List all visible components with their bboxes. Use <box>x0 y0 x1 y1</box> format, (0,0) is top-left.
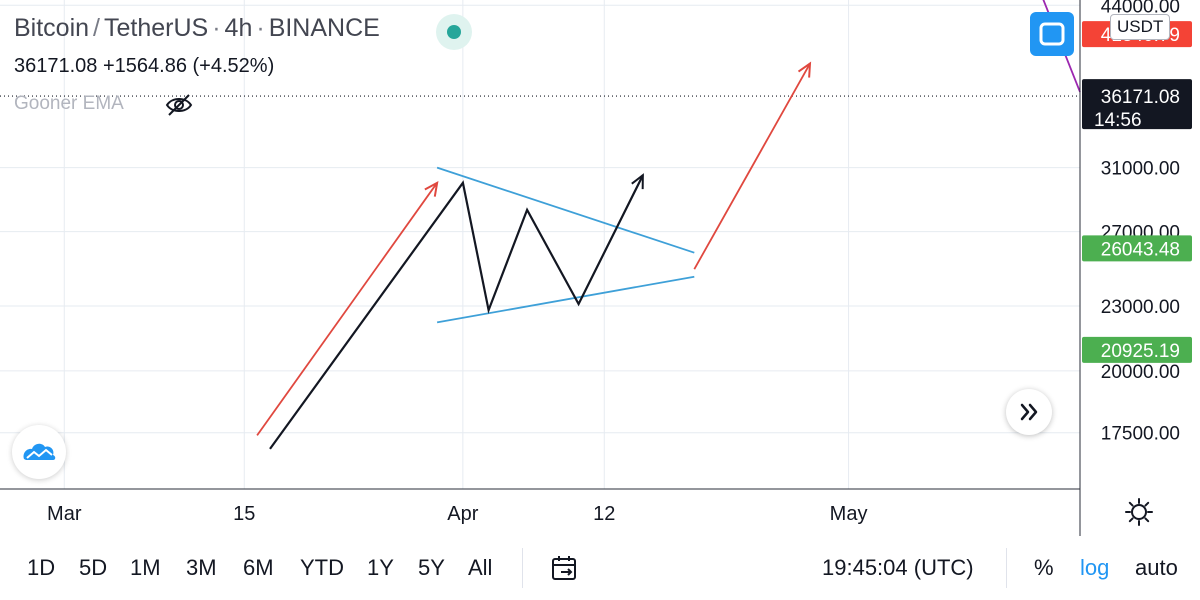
pair-separator: / <box>93 14 100 42</box>
bar-countdown-label: 14:56 <box>1094 110 1142 131</box>
market-open-indicator[interactable] <box>436 14 472 50</box>
symbol-header[interactable]: Bitcoin / TetherUS · 4h · BINANCE <box>14 14 380 43</box>
lower-trendline <box>436 275 695 324</box>
y-tick-label: 44000.00 <box>1101 0 1180 17</box>
auto-scale-toggle[interactable]: auto <box>1135 555 1178 580</box>
fullscreen-button[interactable] <box>1030 12 1074 56</box>
path-arrowhead <box>631 173 644 190</box>
y-tick-label: 17500.00 <box>1101 424 1180 445</box>
x-tick-label: 15 <box>233 503 255 525</box>
bottom-toolbar <box>0 536 1200 600</box>
x-tick-label: Apr <box>447 503 478 525</box>
x-tick-label: May <box>830 503 868 525</box>
quote-name[interactable]: TetherUS <box>104 14 209 42</box>
upper-trendline <box>436 166 695 254</box>
y-tick-label: 31000.00 <box>1101 159 1180 180</box>
timeframe-5d[interactable]: 5D <box>79 555 108 580</box>
tradingview-logo-button[interactable] <box>12 425 66 479</box>
log-scale-toggle[interactable]: log <box>1080 555 1110 580</box>
current-price-label: 36171.08 <box>1101 87 1180 108</box>
x-tick-label: Mar <box>47 503 82 525</box>
timeframe-1m[interactable]: 1M <box>130 555 161 580</box>
scroll-to-realtime-button[interactable] <box>1006 389 1052 435</box>
price-badge-green <box>1082 336 1192 363</box>
red-arrow-breakout <box>693 63 811 270</box>
current-price-badge <box>1082 79 1192 130</box>
indicator-legend[interactable]: Gooner EMA <box>14 93 124 114</box>
timeframe-3m[interactable]: 3M <box>186 555 217 580</box>
price-axis[interactable]: 17500.0020000.0023000.0027000.0031000.00… <box>1101 0 1180 445</box>
timeframe-ytd[interactable]: YTD <box>300 555 344 580</box>
calendar-goto-icon[interactable] <box>550 553 580 583</box>
dot-separator: · <box>212 14 221 42</box>
settings-gear-icon[interactable] <box>1124 497 1154 527</box>
cloud-logo-icon <box>23 443 56 460</box>
price-badge-green <box>1082 235 1192 262</box>
utc-clock[interactable]: 19:45:04 (UTC) <box>822 555 974 580</box>
eye-hidden-icon[interactable] <box>164 90 194 120</box>
double-chevron-right-icon <box>1020 403 1038 421</box>
exchange-label: BINANCE <box>268 14 380 42</box>
percent-scale-toggle[interactable]: % <box>1034 555 1054 580</box>
dot-separator: · <box>256 14 265 42</box>
timeframe-1y[interactable]: 1Y <box>367 555 394 580</box>
timeframe-1d[interactable]: 1D <box>27 555 56 580</box>
price-change: +1564.86 (+4.52%) <box>102 55 275 77</box>
price-badge-green-label: 26043.48 <box>1101 239 1180 260</box>
price-readout: 36171.08 +1564.86 (+4.52%) <box>14 55 274 78</box>
chart-drawings <box>0 0 1081 450</box>
price-badge-green-label: 20925.19 <box>1101 341 1180 362</box>
price-path <box>269 174 644 450</box>
currency-label[interactable]: USDT <box>1110 14 1171 40</box>
symbol-name[interactable]: Bitcoin <box>14 14 90 42</box>
time-axis[interactable]: Mar 15 Apr 12 May <box>47 503 867 525</box>
interval-label[interactable]: 4h <box>224 14 253 42</box>
red-arrow-breakout-head <box>797 61 812 78</box>
timeframe-6m[interactable]: 6M <box>243 555 274 580</box>
timeframe-all[interactable]: All <box>468 555 493 580</box>
x-tick-label: 12 <box>593 503 615 525</box>
toolbar-divider <box>1006 548 1007 588</box>
red-arrow-impulse <box>256 182 438 436</box>
red-arrow-impulse-head <box>424 180 439 197</box>
y-tick-label: 23000.00 <box>1101 297 1180 318</box>
y-tick-label: 20000.00 <box>1101 362 1180 383</box>
timeframe-5y[interactable]: 5Y <box>418 555 445 580</box>
toolbar-divider <box>522 548 523 588</box>
last-price: 36171.08 <box>14 55 98 77</box>
fullscreen-icon <box>1039 22 1065 46</box>
